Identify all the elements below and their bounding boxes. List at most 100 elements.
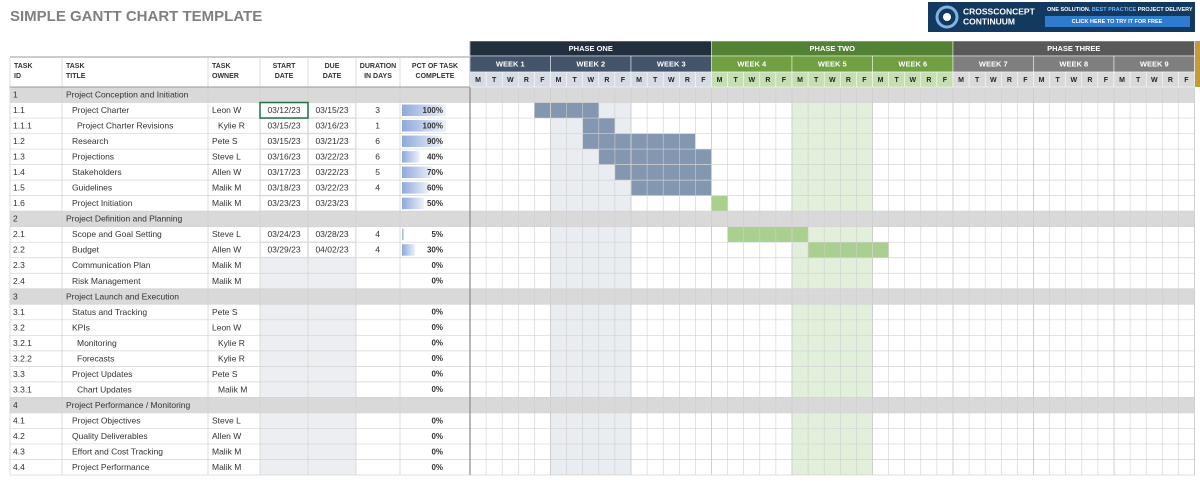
column-header: TASK [212,63,231,70]
day-label: F [1023,77,1028,84]
task-title: Project Charter Revisions [77,121,173,131]
task-title: Monitoring [77,338,117,348]
pct-bar [402,104,446,117]
task-owner: Steve L [212,415,241,425]
day-label: W [1151,77,1158,84]
start-date: 03/29/23 [267,245,300,255]
task-id: 1.3 [13,152,25,162]
pct-label: 60% [427,183,443,192]
date-cell [261,119,307,133]
task-id: 3 [13,291,18,301]
duration: 6 [375,136,380,146]
due-date: 03/16/23 [315,121,348,131]
task-owner: Malik M [212,276,241,286]
day-header [1178,71,1195,88]
phase-label: PHASE THREE [1047,44,1100,53]
logo-banner[interactable]: CROSSCONCEPT CONTINUUM ONE SOLUTION. BES… [928,2,1195,32]
day-label: T [895,77,900,84]
due-date: 03/22/23 [315,183,348,193]
day-label: M [1039,77,1045,84]
column-header: OWNER [212,73,239,80]
gantt-bar [598,149,712,165]
pct-label: 30% [427,246,443,255]
pct-label: 90% [427,137,443,146]
duration: 5 [375,167,380,177]
task-title: Research [72,136,109,146]
day-label: F [782,77,787,84]
task-id: 2 [13,214,18,224]
task-owner: Malik M [212,260,241,270]
gantt-bar [631,180,712,196]
task-title: Project Initiation [72,198,133,208]
date-cell [309,134,355,149]
section-row [10,397,1195,413]
task-id: 1 [13,90,18,100]
task-title: Forecasts [77,353,114,363]
day-label: R [685,77,690,84]
day-label: T [492,77,497,84]
tag: ONE SOLUTION. [1047,7,1091,13]
day-label: F [943,77,948,84]
next-phase-edge [1195,41,1200,87]
pct-label: 100% [423,106,443,115]
task-id: 4.3 [13,446,25,456]
task-owner: Steve L [212,229,241,239]
column-header: DUE [325,63,340,70]
task-owner: Leon W [212,105,241,115]
task-owner: Leon W [212,322,241,332]
pct-bar [402,182,429,194]
date-cell [261,165,307,180]
column-header: COMPLETE [416,73,455,80]
column-header: DURATION [360,63,396,70]
task-title: Project Updates [72,369,132,379]
task-id: 2.1 [13,229,25,239]
task-title: Project Charter [72,105,129,115]
week-label: WEEK 9 [1140,59,1169,68]
day-label: W [748,77,755,84]
cta-button[interactable] [1045,16,1190,27]
task-owner: Kylie R [218,338,245,348]
pct-label: 0% [431,432,443,441]
start-date: 03/15/23 [267,121,300,131]
gantt-bar [582,133,696,150]
task-title: Risk Management [72,276,141,286]
task-id: 3.3 [13,369,25,379]
task-id: 2.3 [13,260,25,270]
date-cell [309,165,355,180]
task-owner: Malik M [212,446,241,456]
task-id: 3.2 [13,322,25,332]
column-header: DATE [275,73,294,80]
logo-brand: CONTINUUM [963,16,1015,26]
task-id: 4 [13,400,18,410]
week-label: WEEK 6 [898,59,927,68]
day-label: W [909,77,916,84]
task-id: 1.2 [13,136,25,146]
task-id: 3.1 [13,307,25,317]
task-id: 3.3.1 [13,384,32,394]
due-date: 04/02/23 [315,245,348,255]
week-label: WEEK 1 [496,59,525,68]
day-label: T [814,77,819,84]
due-date: 03/22/23 [315,167,348,177]
date-cell [261,103,307,118]
task-title: Project Conception and Initiation [66,90,189,100]
due-date: 03/15/23 [315,105,348,115]
day-label: M [797,77,803,84]
start-date: 03/24/23 [267,229,300,239]
task-title: Project Performance / Monitoring [66,400,191,410]
date-cell [261,181,307,195]
cta-label[interactable]: CLICK HERE TO TRY IT FOR FREE [1072,19,1163,25]
day-label: R [524,77,529,84]
task-owner: Steve L [212,152,241,162]
pct-label: 0% [431,447,443,456]
day-label: F [701,77,706,84]
task-id: 1.5 [13,183,25,193]
task-owner: Malik M [218,384,247,394]
week-label: WEEK 7 [979,59,1008,68]
task-title: Budget [72,245,100,255]
logo-brand: CROSSCONCEPT [963,6,1036,16]
task-title: Guidelines [72,183,112,193]
date-cell [261,243,307,257]
due-date: 03/21/23 [315,136,348,146]
date-cell [309,150,355,164]
